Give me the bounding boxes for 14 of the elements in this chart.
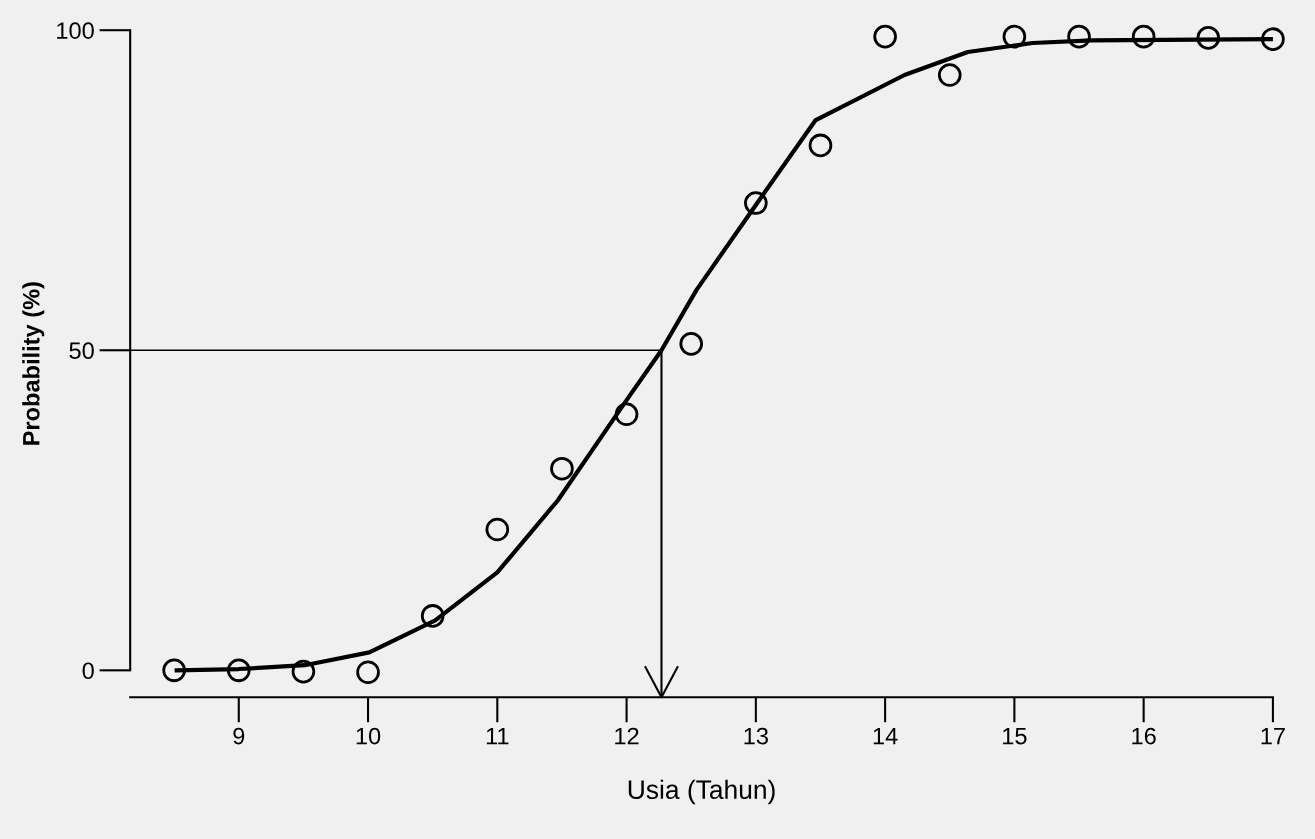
x-tick-label: 13 bbox=[744, 727, 768, 745]
x-tick-label: 14 bbox=[873, 727, 898, 745]
y-axis-title: Probability (%) bbox=[22, 282, 45, 445]
x-tick-label: 11 bbox=[486, 727, 509, 745]
x-axis-title: Usia (Tahun) bbox=[628, 779, 775, 805]
x-tick-label: 12 bbox=[615, 727, 639, 745]
x-tick-label: 16 bbox=[1132, 727, 1156, 745]
y-tick-label: 0 bbox=[82, 662, 94, 680]
y-tick-label: 100 bbox=[57, 22, 94, 39]
x-tick-label: 10 bbox=[356, 727, 381, 745]
y-tick-label: 50 bbox=[69, 342, 94, 360]
x-tick-label: 15 bbox=[1003, 727, 1027, 745]
x-tick-label: 9 bbox=[233, 727, 245, 745]
x-tick-label: 17 bbox=[1261, 727, 1285, 745]
